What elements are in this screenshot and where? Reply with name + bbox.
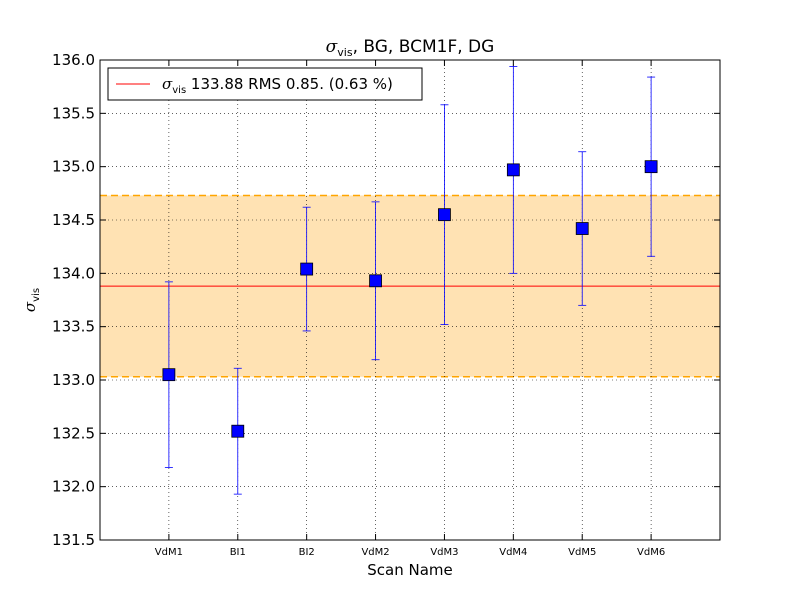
- data-point-marker: [644, 160, 658, 174]
- data-point-marker: [575, 222, 589, 235]
- data-point-marker: [300, 262, 314, 276]
- y-tick-label: 133.5: [52, 318, 95, 336]
- rms-band-layer: [100, 194, 720, 378]
- chart-title: σvis, BG, BCM1F, DG: [326, 37, 495, 59]
- y-tick-label: 134.0: [52, 264, 95, 282]
- y-axis: 131.5 132.0 132.5 133.0 133.5 134.0 134.5 135.0…: [52, 51, 720, 549]
- x-tick-label: VdM3: [430, 547, 458, 558]
- x-tick-label: BI1: [230, 547, 246, 558]
- data-point-marker: [438, 208, 451, 222]
- y-tick-label: 135.0: [52, 158, 95, 176]
- x-tick-label: VdM6: [637, 547, 665, 558]
- y-tick-label: 132.5: [52, 424, 95, 442]
- data-point-marker: [231, 424, 245, 438]
- y-tick-label: 132.0: [52, 478, 95, 496]
- y-tick-label: 134.5: [52, 211, 95, 229]
- y-tick-label: 136.0: [52, 51, 95, 69]
- x-tick-label: VdM5: [568, 547, 596, 558]
- data-points: [162, 66, 658, 495]
- plot-frame: [99, 59, 721, 541]
- y-axis-title: σvis: [21, 288, 42, 312]
- x-tick-label: VdM1: [155, 547, 183, 558]
- x-tick-label: VdM4: [499, 547, 527, 558]
- x-axis: VdM1 BI1 BI2 VdM2 VdM3 VdM4 VdM5 VdM6: [155, 60, 665, 558]
- legend-label: σvis 133.88 RMS 0.85. (0.63 %): [162, 75, 393, 96]
- x-tick-label: BI2: [299, 547, 315, 558]
- x-axis-title: Scan Name: [367, 561, 453, 579]
- data-point-marker: [369, 274, 382, 288]
- legend-box: [107, 67, 423, 101]
- data-point-marker: [162, 368, 176, 382]
- data-point-marker: [506, 163, 520, 177]
- x-tick-label: VdM2: [361, 547, 389, 558]
- legend: σvis 133.88 RMS 0.85. (0.63 %): [107, 67, 423, 101]
- y-tick-label: 135.5: [52, 104, 95, 122]
- y-tick-label: 131.5: [52, 531, 95, 549]
- y-tick-label: 133.0: [52, 371, 95, 389]
